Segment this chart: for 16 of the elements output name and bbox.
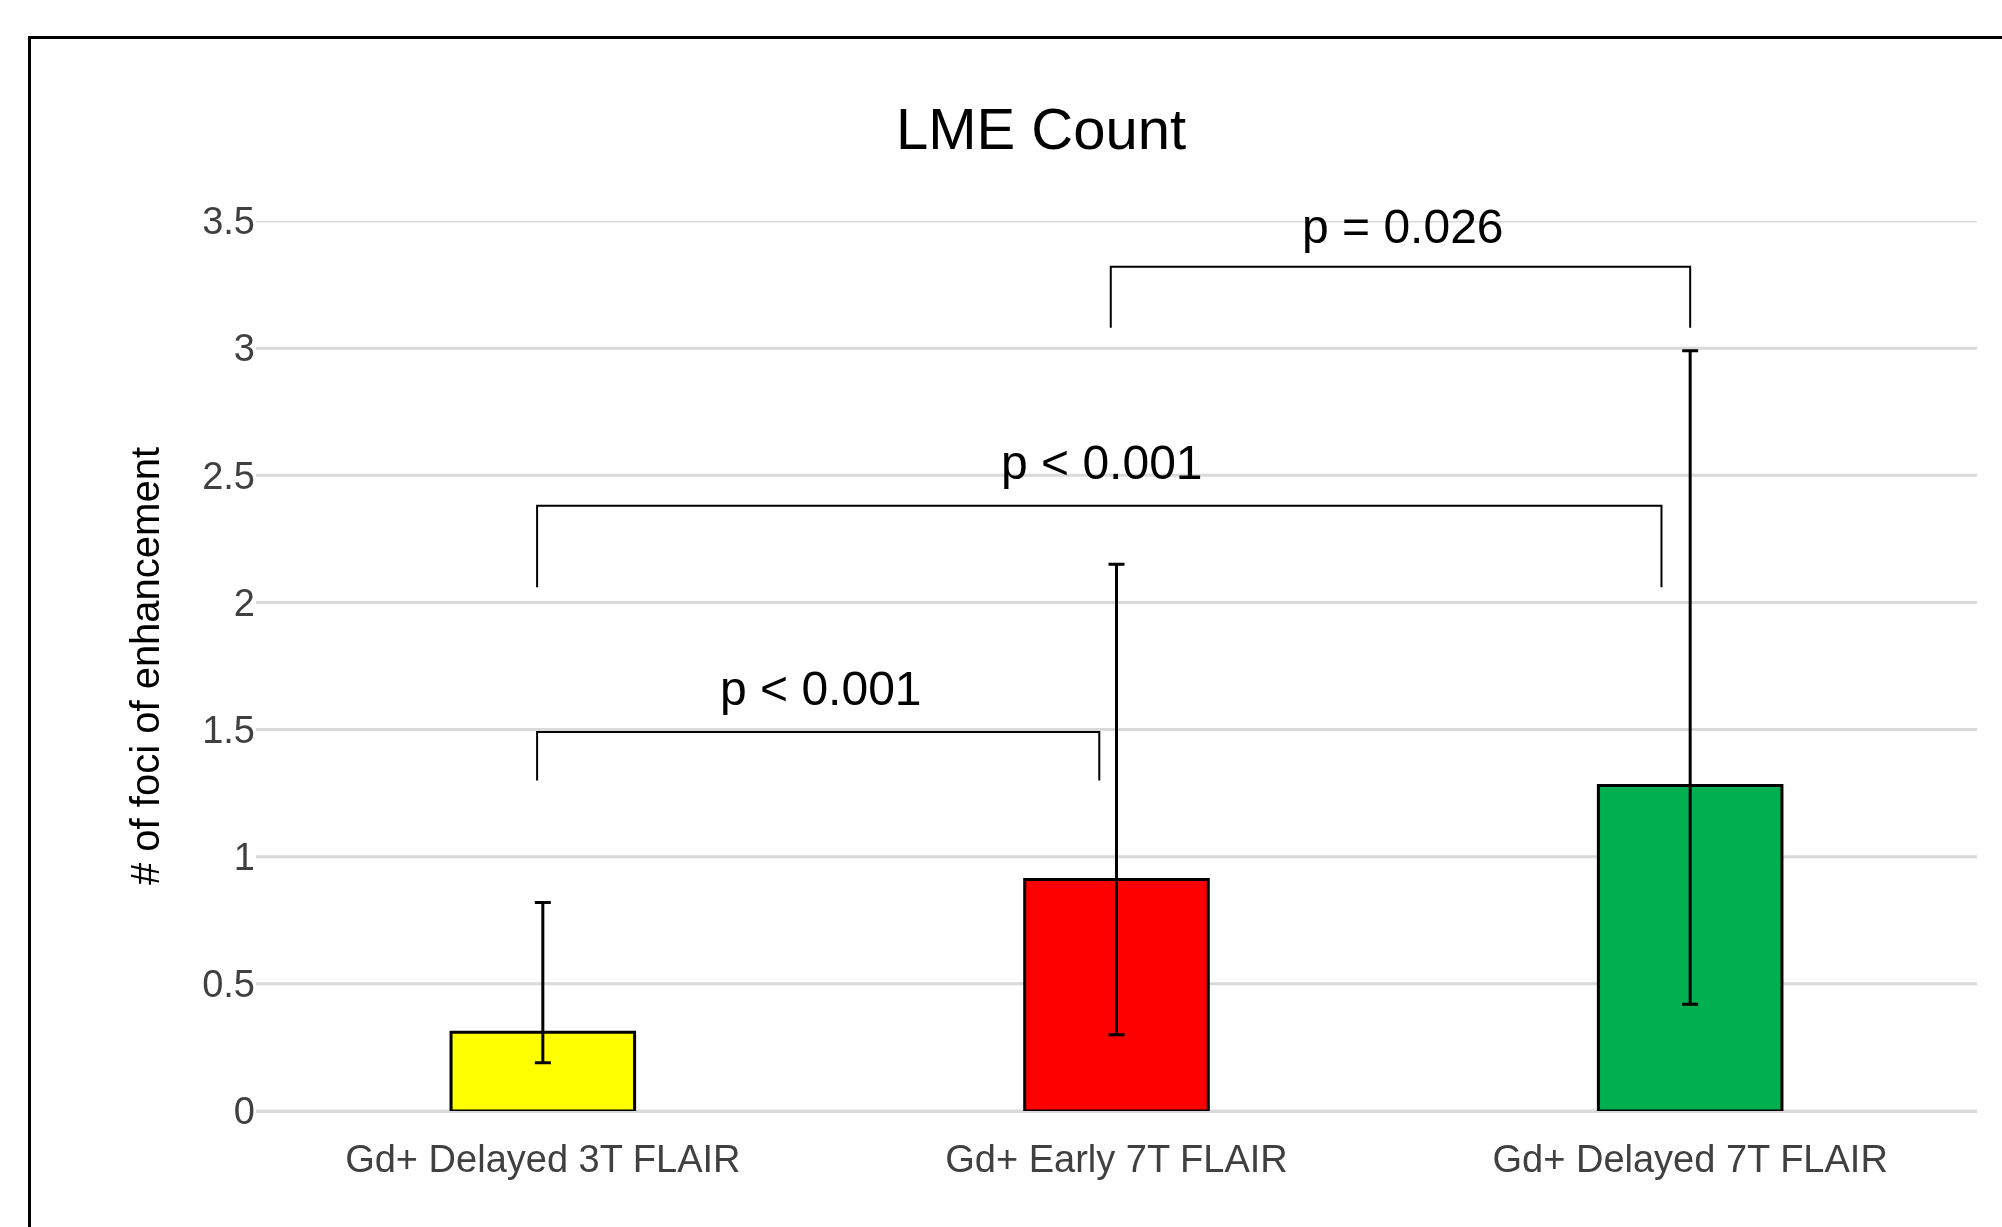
annotation: p < 0.001 <box>1001 436 1203 489</box>
y-tick-label: 2.5 <box>202 454 255 497</box>
y-tick-label: 3 <box>233 327 255 370</box>
x-tick-label: Gd+ Delayed 7T FLAIR <box>1492 1138 1888 1180</box>
y-tick-label: 3.5 <box>202 200 255 243</box>
y-tick-label: 1.5 <box>202 708 255 751</box>
y-tick-label: 1 <box>233 836 255 879</box>
y-tick-label: 2 <box>233 581 255 624</box>
x-tick-label: Gd+ Delayed 3T FLAIR <box>345 1138 741 1180</box>
annotation: p = 0.026 <box>1302 200 1504 253</box>
chart-title: LME Count <box>895 96 1187 162</box>
y-tick-label: 0 <box>233 1090 255 1133</box>
y-axis-title: # of foci of enhancement <box>122 446 167 886</box>
y-tick-label: 0.5 <box>202 963 255 1006</box>
annotation: p < 0.001 <box>720 662 922 715</box>
x-tick-label: Gd+ Early 7T FLAIR <box>945 1138 1288 1180</box>
